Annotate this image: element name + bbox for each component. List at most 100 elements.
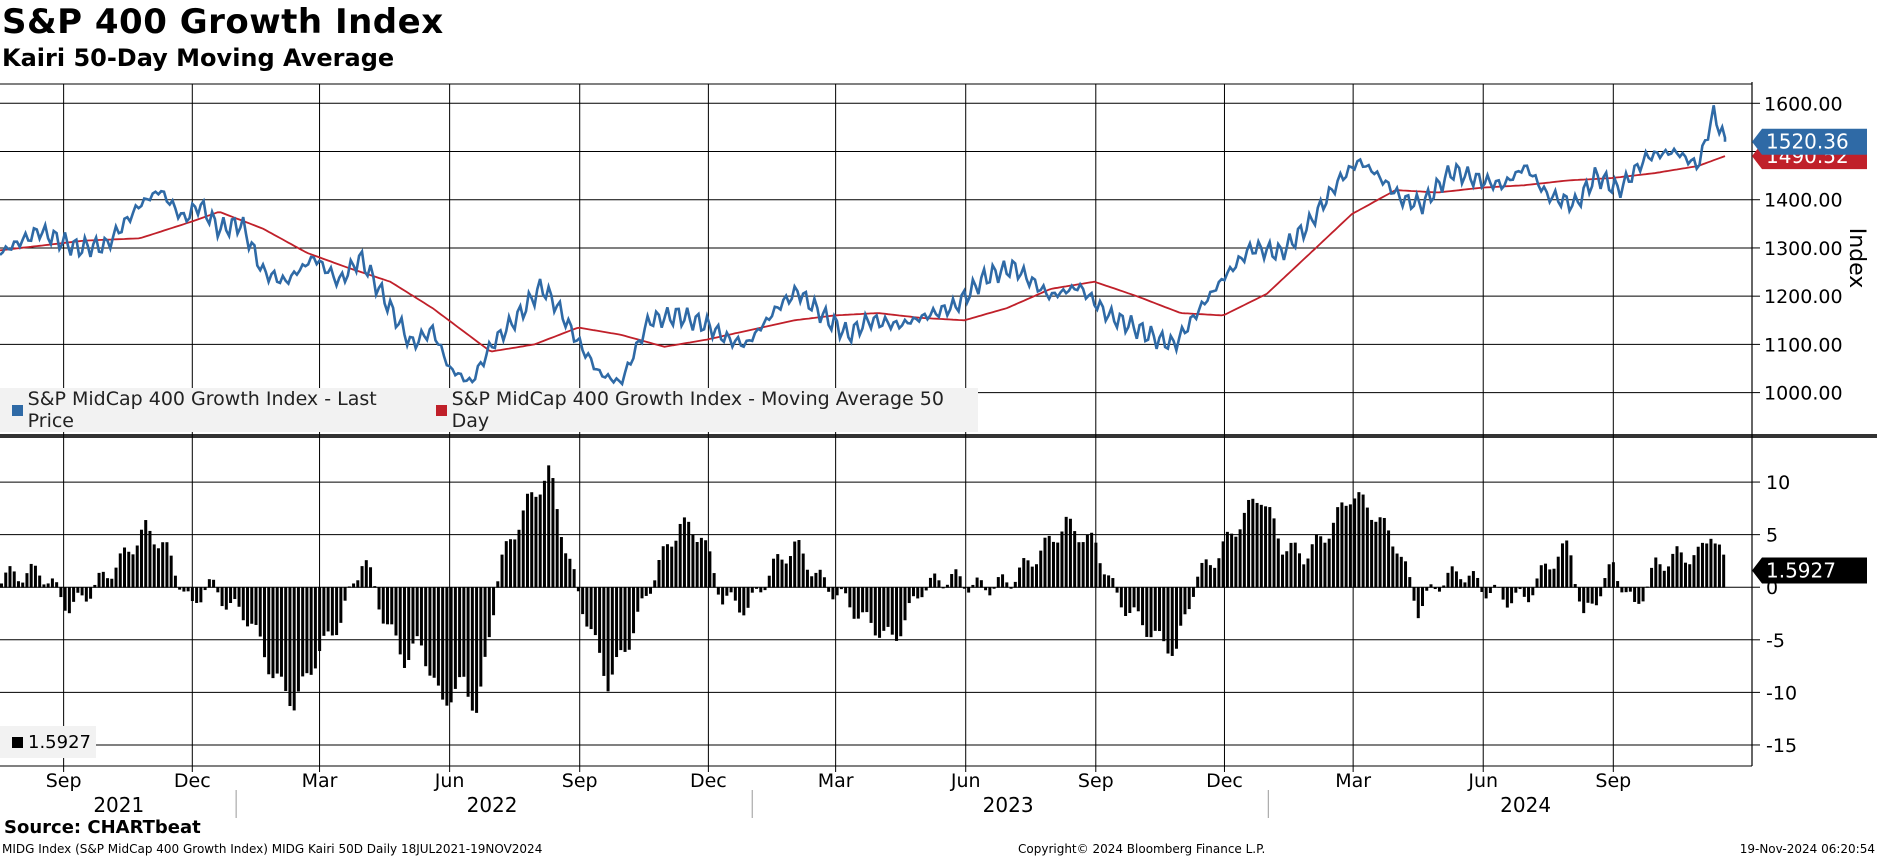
kairi-bar [152, 544, 156, 588]
kairi-bar [1696, 546, 1700, 588]
kairi-bar [1667, 566, 1671, 588]
kairi-bar [1484, 587, 1488, 599]
price-tick-label-2: 1200.00 [1764, 286, 1843, 308]
kairi-bar [1132, 587, 1136, 608]
kairi-bar [648, 587, 652, 594]
kairi-bar [1136, 587, 1140, 612]
kairi-bar [1527, 587, 1531, 603]
kairi-bar [135, 545, 139, 588]
kairi-bar [1200, 562, 1204, 588]
kairi-bar [916, 587, 920, 599]
kairi-bar [1238, 529, 1242, 588]
kairi-bar [1302, 564, 1306, 588]
kairi-bar [156, 548, 160, 588]
kairi-tick-label-3: -5 [1766, 630, 1785, 652]
kairi-bar [1073, 531, 1077, 588]
kairi-bar [1650, 567, 1654, 588]
kairi-bar [80, 587, 84, 596]
kairi-bar [1276, 538, 1280, 588]
kairi-bar [1217, 558, 1221, 588]
kairi-bar [466, 587, 470, 697]
kairi-bar [1221, 541, 1225, 588]
kairi-bar [139, 529, 143, 588]
kairi-bar [1183, 587, 1187, 615]
kairi-bar [483, 587, 487, 657]
kairi-bar [1090, 532, 1094, 588]
kairi-bar [890, 587, 894, 635]
kairi-bar [1293, 542, 1297, 588]
kairi-bar [1404, 561, 1408, 588]
kairi-bar [1170, 587, 1174, 656]
month-label-2: Mar [302, 770, 338, 792]
kairi-bar [1425, 587, 1429, 591]
kairi-bar [1471, 571, 1475, 588]
kairi-bar [763, 587, 767, 591]
kairi-bar [1709, 538, 1713, 588]
kairi-bar [632, 587, 636, 634]
kairi-bar [1645, 586, 1649, 588]
kairi-bar [97, 572, 101, 588]
kairi-bar [899, 587, 903, 637]
kairi-bar [1569, 555, 1573, 588]
kairi-bar [581, 587, 585, 615]
kairi-bar [1539, 565, 1543, 588]
kairi-bar [339, 587, 343, 623]
kairi-bar [1255, 502, 1259, 588]
kairi-bar [335, 587, 339, 636]
kairi-value-tag: 1.5927 [1752, 557, 1867, 584]
kairi-bar [788, 556, 792, 588]
kairi-bar [742, 587, 746, 616]
kairi-bar [538, 494, 542, 588]
kairi-bar [513, 539, 517, 588]
kairi-bar [827, 587, 831, 592]
month-label-3: Jun [434, 770, 465, 792]
kairi-bar [1628, 587, 1632, 592]
kairi-bar [1391, 546, 1395, 588]
kairi-bar [46, 583, 50, 588]
kairi-bar [606, 587, 610, 692]
kairi-bar [1412, 587, 1416, 601]
kairi-bar [1616, 581, 1620, 588]
kairi-bar [852, 587, 856, 619]
kairi-bar [1124, 587, 1128, 616]
kairi-bar [844, 587, 848, 594]
kairi-bar [369, 567, 373, 588]
kairi-tick-label-5: -15 [1766, 735, 1797, 757]
kairi-bar [1501, 587, 1505, 600]
kairi-bar [1433, 587, 1437, 590]
kairi-bar [1510, 587, 1514, 604]
kairi-bar [712, 573, 716, 588]
kairi-bar [1637, 587, 1641, 604]
kairi-bar [1717, 544, 1721, 588]
kairi-bar [661, 546, 665, 588]
kairi-bar [1344, 505, 1348, 588]
kairi-bar [767, 575, 771, 588]
kairi-bar [1505, 587, 1509, 608]
kairi-bar [1463, 582, 1467, 588]
kairi-bar [674, 540, 678, 588]
kairi-bar [1688, 564, 1692, 588]
kairi-bar [542, 480, 546, 588]
kairi-bar [432, 587, 436, 678]
price-tick-label-6: 1600.00 [1764, 93, 1843, 115]
kairi-bar [12, 571, 16, 588]
price-tick-label-3: 1300.00 [1764, 238, 1843, 260]
kairi-bar [67, 587, 71, 614]
kairi-bar [199, 587, 203, 603]
month-label-10: Mar [1335, 770, 1371, 792]
kairi-bar [1603, 578, 1607, 588]
kairi-bar [1285, 551, 1289, 588]
kairi-bar [284, 587, 288, 691]
kairi-bar [831, 587, 835, 600]
kairi-bar [610, 587, 614, 675]
kairi-bar [241, 587, 245, 621]
kairi-bar [1535, 578, 1539, 588]
kairi-bar [1459, 579, 1463, 588]
kairi-bar [619, 587, 623, 651]
kairi-bar [933, 573, 937, 588]
kairi-bar [750, 587, 754, 593]
kairi-bar [394, 587, 398, 636]
kairi-bar [551, 478, 555, 588]
kairi-bar [330, 587, 334, 636]
legend-label-kairi: 1.5927 [28, 731, 91, 753]
